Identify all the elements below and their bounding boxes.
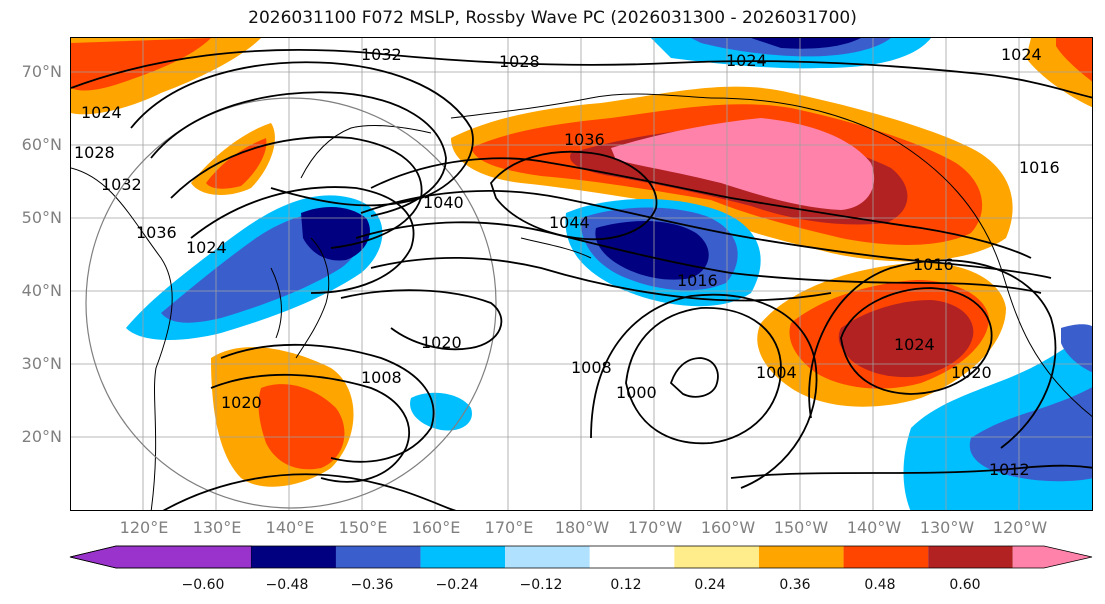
colorbar-outline — [69, 545, 1093, 569]
isobar-label: 1024 — [81, 103, 122, 122]
colorbar-tick: 0.60 — [949, 577, 981, 593]
isobar-label: 1008 — [571, 358, 612, 377]
lat-label-20n: 20°N — [21, 427, 62, 446]
reference-circle — [85, 97, 497, 509]
colorbar-segment — [335, 546, 421, 568]
isobar-label: 1032 — [361, 45, 402, 64]
map-panel: 1032 1028 1024 1024 1036 1044 1040 1024 … — [70, 37, 1093, 511]
isobar-label: 1024 — [186, 238, 227, 257]
lon-label-140e: 140°E — [265, 518, 315, 537]
colorbar-segment — [928, 546, 1013, 568]
colorbar-segment — [69, 545, 252, 569]
isobar-label: 1024 — [894, 335, 935, 354]
colorbar-tick: 0.12 — [610, 577, 642, 593]
lon-label-170w: 170°W — [627, 518, 683, 537]
isobar-label: 1016 — [677, 271, 718, 290]
isobar-label: 1028 — [499, 52, 540, 71]
isobar-label: 1024 — [726, 51, 767, 70]
isobars — [71, 49, 1092, 510]
colorbar-tick: 0.36 — [779, 577, 811, 593]
isobar-label: 1040 — [423, 193, 464, 212]
isobar-label: 1036 — [564, 130, 605, 149]
isobar-label: 1012 — [989, 460, 1030, 479]
map-canvas: 1032 1028 1024 1024 1036 1044 1040 1024 … — [71, 38, 1092, 510]
lon-label-160w: 160°W — [700, 518, 756, 537]
colorbar-segment — [505, 546, 590, 568]
isobar-label: 1028 — [74, 143, 115, 162]
colorbar-segment — [674, 546, 759, 568]
lon-label-120e: 120°E — [119, 518, 169, 537]
colorbar-tick: −0.60 — [181, 577, 225, 593]
isobar-label: 1032 — [101, 175, 142, 194]
map-title: 2026031100 F072 MSLP, Rossby Wave PC (20… — [248, 8, 857, 28]
colorbar-tick: −0.48 — [265, 577, 309, 593]
isobar-label: 1020 — [221, 393, 262, 412]
isobar-label: 1004 — [756, 363, 797, 382]
isobar-label: 1016 — [1019, 158, 1060, 177]
lon-label-150e: 150°E — [338, 518, 388, 537]
lon-label-160e: 160°E — [411, 518, 461, 537]
lon-label-130w: 130°W — [919, 518, 975, 537]
lat-label-70n: 70°N — [21, 62, 62, 81]
colorbar-segment — [843, 546, 929, 568]
colorbar — [69, 545, 1093, 569]
colorbar-segment — [1012, 546, 1092, 568]
isobar-label: 1036 — [136, 223, 177, 242]
graticule — [71, 38, 1092, 510]
isobar-label: 1016 — [913, 255, 954, 274]
colorbar-tick: −0.24 — [435, 577, 479, 593]
colorbar-segment — [758, 546, 844, 568]
colorbar-segment — [589, 546, 675, 568]
colorbar-segment — [420, 546, 506, 568]
isobar-label: 1020 — [951, 363, 992, 382]
isobar-label: 1020 — [421, 333, 462, 352]
lon-label-170e: 170°E — [484, 518, 534, 537]
lon-label-150w: 150°W — [773, 518, 829, 537]
isobar-label: 1024 — [1001, 45, 1042, 64]
colorbar-tick: 0.48 — [864, 577, 896, 593]
colorbar-segment — [251, 546, 336, 568]
isobar-label: 1008 — [361, 368, 402, 387]
colorbar-tick: 0.24 — [694, 577, 726, 593]
isobar-labels: 1032 1028 1024 1024 1036 1044 1040 1024 … — [74, 45, 1060, 479]
lon-label-120w: 120°W — [992, 518, 1048, 537]
colorbar-tick: −0.36 — [350, 577, 394, 593]
coastlines — [71, 93, 1092, 510]
isobar-label: 1000 — [616, 383, 657, 402]
colorbar-tick: −0.12 — [519, 577, 563, 593]
lon-label-130e: 130°E — [192, 518, 242, 537]
lon-label-140w: 140°W — [846, 518, 902, 537]
lon-label-180w: 180°W — [554, 518, 610, 537]
lat-label-60n: 60°N — [21, 135, 62, 154]
lat-label-40n: 40°N — [21, 281, 62, 300]
lat-label-50n: 50°N — [21, 208, 62, 227]
lat-label-30n: 30°N — [21, 354, 62, 373]
isobar-label: 1044 — [549, 213, 590, 232]
